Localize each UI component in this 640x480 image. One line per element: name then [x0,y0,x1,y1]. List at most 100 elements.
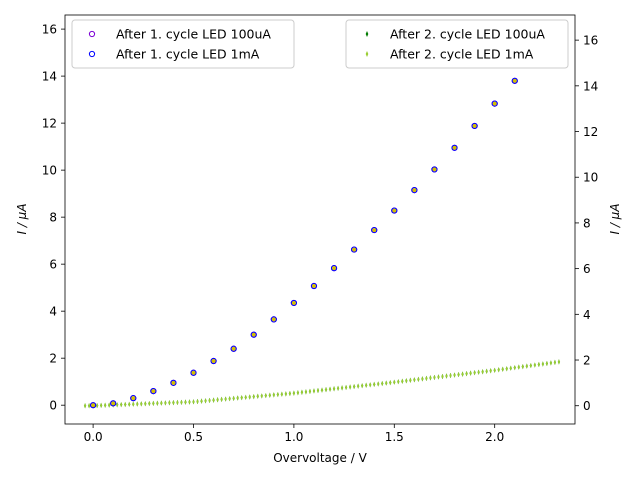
data-point [292,390,295,396]
data-point [336,385,340,391]
x-tick-label: 1.0 [284,430,303,444]
data-point [369,382,372,388]
y-tick-label-right: 6 [583,262,591,276]
data-point [411,187,418,194]
data-point [224,396,227,402]
data-point-fill [512,78,517,83]
legend-left-box [71,19,295,69]
data-point [120,402,123,408]
data-point [316,387,320,394]
data-point [511,77,518,84]
data-point [244,394,247,400]
data-point [288,390,291,397]
data-point [200,398,203,404]
y-tick-label-left: 12 [42,117,57,131]
data-point [100,402,103,409]
data-point [156,400,159,406]
data-point [110,400,117,407]
data-point [320,387,324,393]
data-point [361,383,364,389]
data-point [449,372,452,379]
data-point [345,384,348,391]
data-point [284,391,287,397]
y-tick-label-left: 10 [42,164,57,178]
legend-marker-purple [88,30,96,38]
data-point [268,392,271,398]
data-point [451,144,458,151]
data-point [489,368,492,374]
data-point [549,360,553,366]
data-point [485,368,488,374]
data-point [83,403,87,409]
data-point [461,371,464,377]
data-point [529,362,532,369]
data-point-fill [352,247,357,252]
legend-label-2: After 1. cycle LED 1mA [116,47,260,62]
y-tick-label-left: 16 [42,23,57,37]
data-point-fill [211,359,216,364]
series-layer [83,77,561,409]
data-point [256,393,259,399]
data-point [128,401,131,407]
x-axis: 0.0 0.5 1.0 1.5 2.0 [84,424,504,444]
y-tick-label-left: 14 [42,70,57,84]
data-point [373,381,376,387]
data-point [541,361,544,367]
data-point [377,381,380,387]
data-point [501,366,504,372]
data-point [172,400,175,406]
data-point [260,393,263,399]
data-point [357,383,360,389]
legend-label-4: After 2. cycle LED 1mA [390,47,534,62]
data-point [108,402,111,408]
data-point [196,398,199,405]
data-point [132,401,135,407]
y-axis-right: 0 2 4 6 8 10 12 14 16 [575,34,598,413]
data-point [240,395,243,401]
data-point-fill [392,208,397,213]
y-tick-label-right: 4 [583,308,591,322]
data-point [296,390,300,396]
data-point [349,384,352,390]
data-point [493,367,496,373]
data-point [433,374,436,381]
data-point [537,361,540,368]
data-point [391,207,398,214]
data-point [160,400,163,406]
data-point [324,387,328,393]
data-point [513,365,516,371]
legend-marker-blue [88,50,96,58]
data-point [176,399,179,406]
data-point [140,401,143,407]
data-point-fill [332,266,337,271]
data-point [150,387,157,395]
data-point [116,402,119,408]
data-point [328,386,332,392]
data-point [264,392,267,399]
data-point [304,389,308,395]
data-point [353,383,356,390]
data-point [340,385,344,391]
data-point [545,360,548,367]
y-tick-label-right: 2 [583,354,591,368]
data-point [276,391,279,398]
data-point [445,373,448,379]
data-point [417,376,420,382]
legend-marker-darkgreen [365,31,369,37]
data-point [280,391,283,397]
data-point [308,388,312,394]
data-point [469,370,472,376]
y-tick-label-left: 0 [49,399,57,413]
data-point-fill [91,403,96,408]
data-point [124,401,127,408]
y-tick-label-left: 6 [49,258,57,272]
data-point [477,369,480,375]
y-tick-label-right: 10 [583,171,598,185]
data-point-fill [251,332,256,337]
y-tick-label-right: 0 [583,399,591,413]
data-point [505,366,508,372]
data-point [441,373,444,380]
data-point [421,376,424,382]
